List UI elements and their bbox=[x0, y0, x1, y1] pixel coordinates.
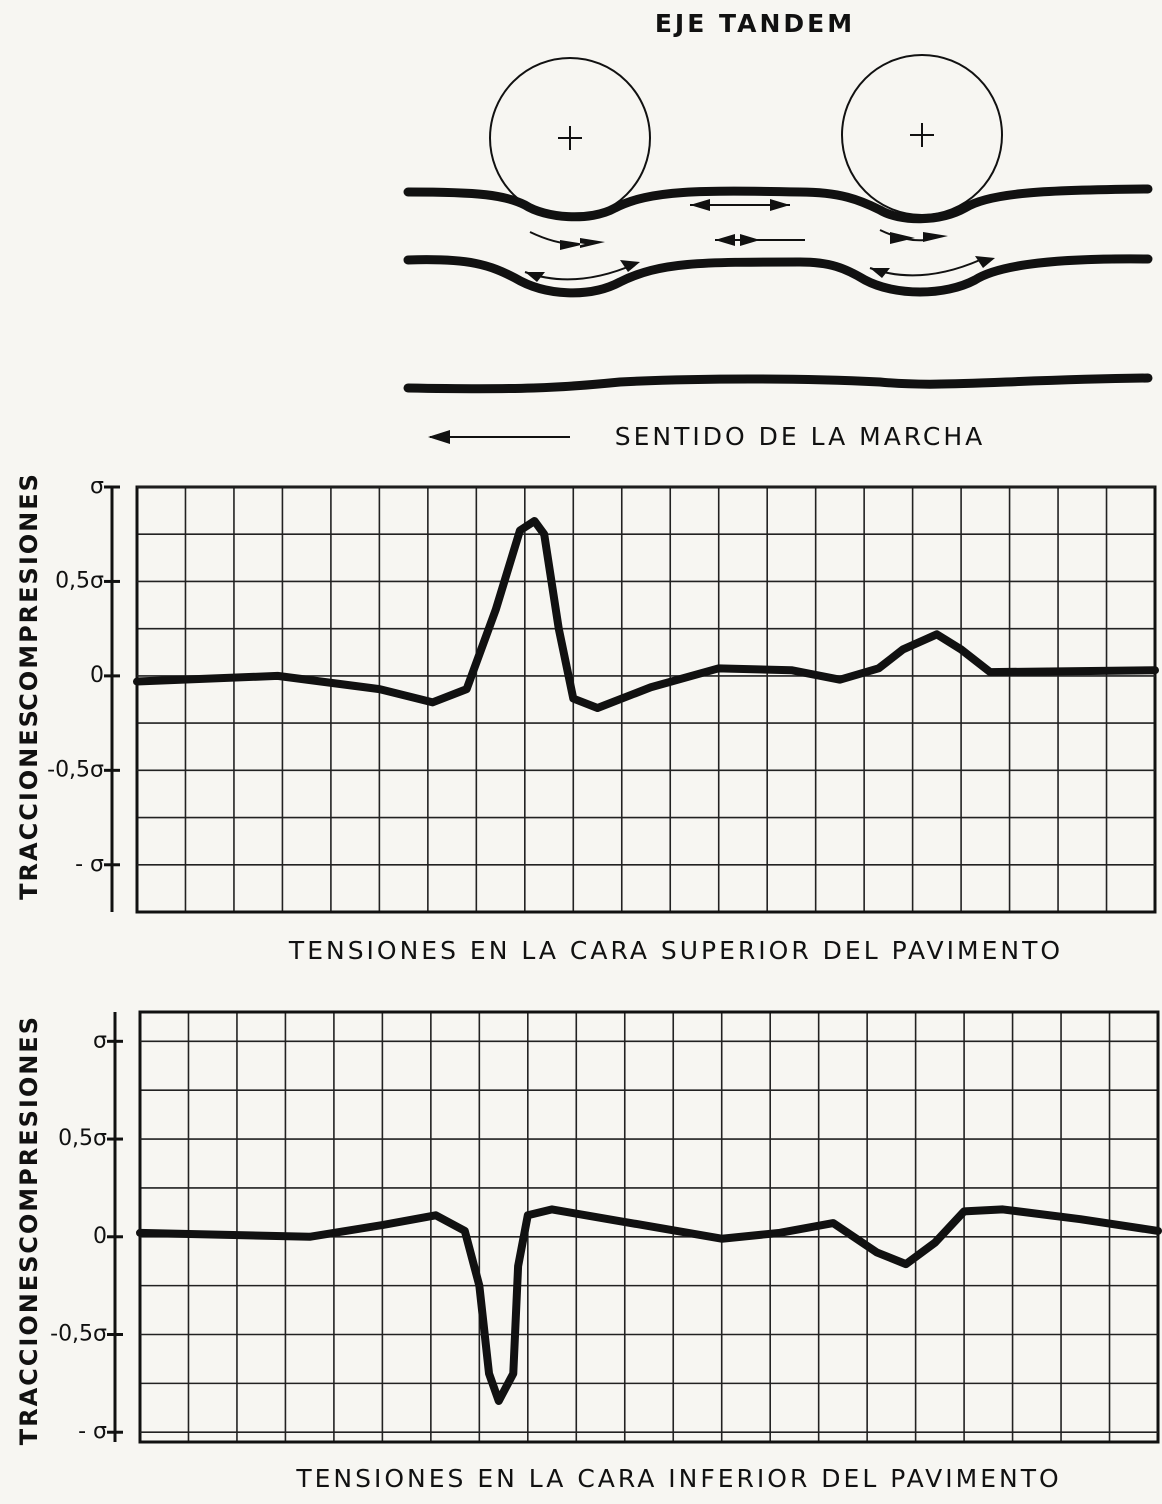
direction-label: SENTIDO DE LA MARCHA bbox=[615, 422, 986, 451]
wheel-center bbox=[558, 123, 934, 150]
direction-arrow-head bbox=[428, 430, 450, 444]
pavement-bottom bbox=[403, 254, 1153, 298]
y-axis-label: TRACCIONES bbox=[15, 708, 43, 900]
y-tick-label: -0,5σ bbox=[50, 1322, 107, 1347]
y-axis-label: TRACCIONES bbox=[15, 1254, 43, 1446]
y-tick-label: - σ bbox=[75, 852, 104, 877]
tandem-diagram: EJE TANDEM SENTIDO DE LA MARCHA bbox=[403, 9, 1153, 451]
arrow-head bbox=[525, 199, 995, 282]
plot-frame bbox=[135, 485, 1157, 914]
pavement-top bbox=[403, 184, 1153, 224]
y-axis-label: COMPRESIONES bbox=[15, 1015, 43, 1254]
y-axis-label: COMPRESIONES bbox=[15, 472, 43, 711]
y-tick-label: 0 bbox=[93, 1224, 107, 1249]
y-tick-label: -0,5σ bbox=[47, 757, 104, 782]
diagram-title: EJE TANDEM bbox=[655, 9, 855, 38]
y-tick-label: σ bbox=[90, 474, 104, 499]
chart-title: TENSIONES EN LA CARA INFERIOR DEL PAVIME… bbox=[295, 1464, 1061, 1493]
chart-title: TENSIONES EN LA CARA SUPERIOR DEL PAVIME… bbox=[288, 936, 1063, 965]
data-line bbox=[133, 517, 1159, 712]
y-tick-label: 0,5σ bbox=[55, 568, 104, 593]
y-tick-label: 0,5σ bbox=[58, 1126, 107, 1151]
subgrade bbox=[403, 373, 1153, 394]
y-tick-label: 0 bbox=[90, 663, 104, 688]
y-tick-label: σ bbox=[93, 1028, 107, 1053]
data-line bbox=[136, 1205, 1162, 1405]
y-tick-label: - σ bbox=[78, 1419, 107, 1444]
